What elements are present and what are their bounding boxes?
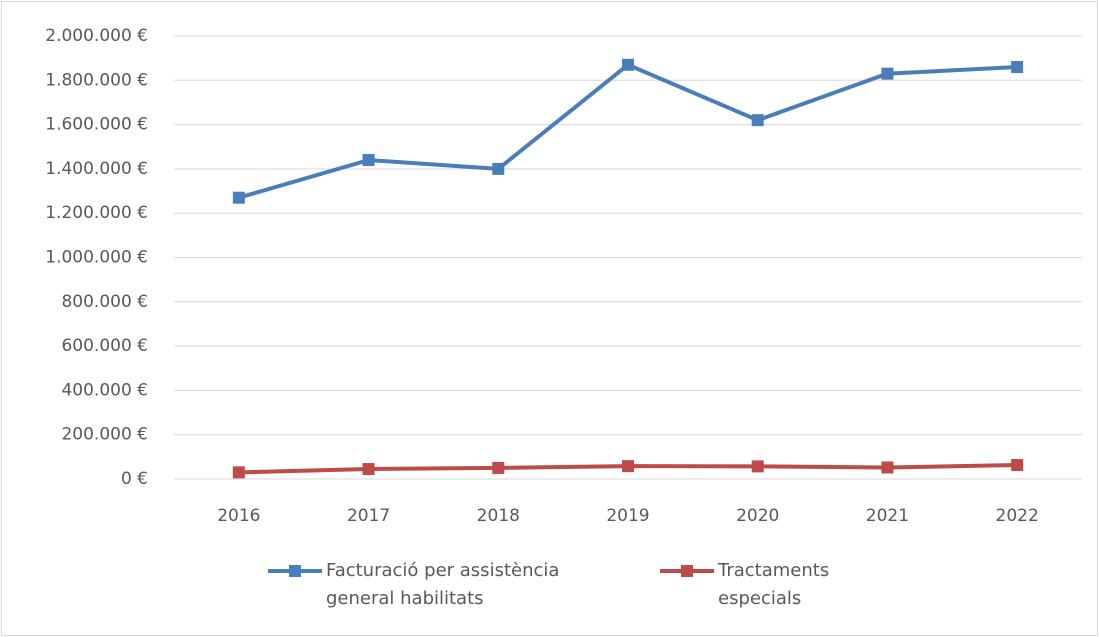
legend-label: Tractaments especials — [718, 560, 830, 609]
x-tick-label: 2018 — [477, 506, 520, 526]
point-marker — [751, 460, 764, 473]
x-tick-label: 2017 — [347, 506, 390, 526]
x-tick-label: 2021 — [866, 506, 909, 526]
y-tick-label: 600.000 € — [61, 336, 148, 356]
point-marker — [881, 461, 894, 474]
point-marker — [622, 460, 634, 473]
x-tick-label: 2019 — [606, 506, 649, 526]
point-marker — [232, 191, 245, 204]
legend-marker — [681, 565, 693, 577]
y-tick-label: 1.000.000 € — [45, 248, 148, 268]
point-marker — [362, 154, 375, 167]
y-tick-label: 200.000 € — [61, 425, 148, 445]
y-tick-label: 1.600.000 € — [45, 115, 148, 135]
y-tick-label: 0 € — [121, 469, 148, 489]
y-tick-label: 1.400.000 € — [45, 159, 148, 179]
point-marker — [362, 463, 375, 476]
point-marker — [622, 58, 634, 71]
y-tick-label: 1.200.000 € — [45, 203, 148, 223]
legend-marker — [289, 565, 301, 577]
point-marker — [492, 461, 505, 474]
point-marker — [881, 67, 894, 80]
x-tick-label: 2016 — [217, 506, 260, 526]
y-tick-label: 400.000 € — [61, 380, 148, 400]
y-tick-label: 1.800.000 € — [45, 70, 148, 90]
y-tick-label: 2.000.000 € — [45, 26, 148, 46]
x-tick-label: 2022 — [996, 506, 1039, 526]
y-tick-label: 800.000 € — [61, 292, 148, 312]
point-marker — [751, 114, 764, 127]
point-marker — [1011, 459, 1024, 472]
legend-label: Facturació per assistència general habil… — [326, 560, 560, 609]
point-marker — [492, 162, 505, 175]
point-marker — [232, 466, 245, 479]
x-tick-label: 2020 — [736, 506, 779, 526]
point-marker — [1011, 61, 1024, 74]
